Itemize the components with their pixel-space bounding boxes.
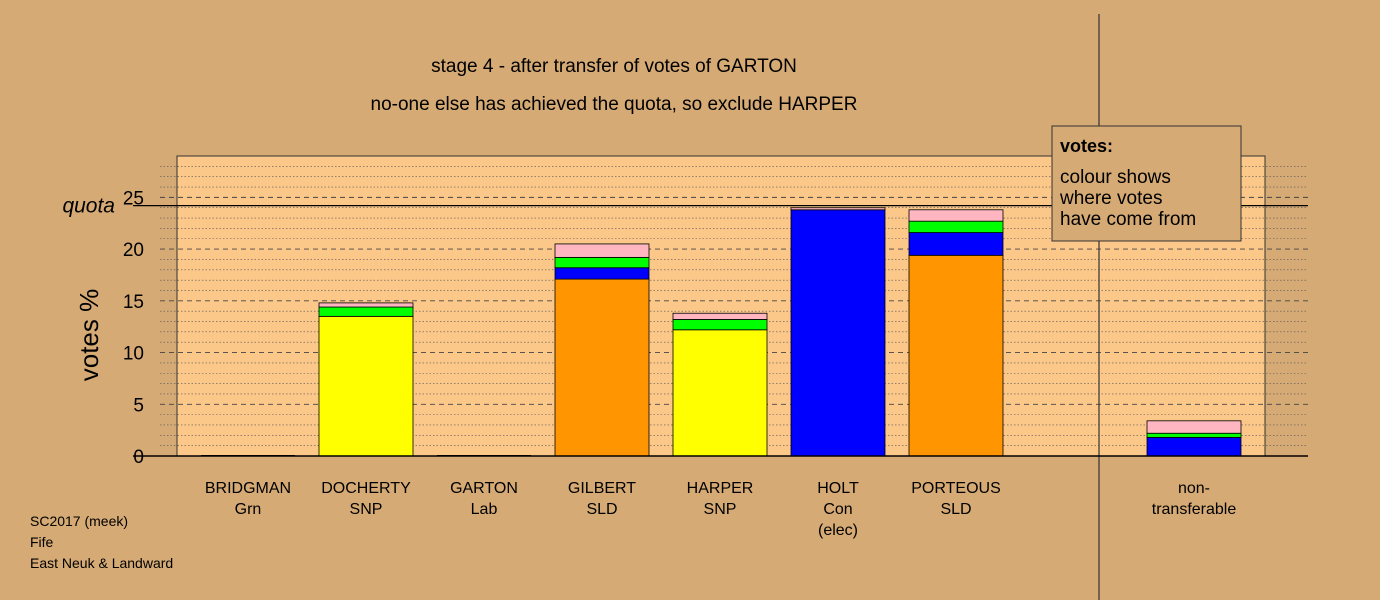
- bar-segment-nontransferable-con: [1146, 436, 1242, 457]
- y-tick-labels: 0 5 10 15 20 25: [123, 188, 144, 468]
- candidate-party: Lab: [471, 501, 498, 518]
- bar-segment-harper-snp: [672, 329, 768, 457]
- legend-line-1: colour shows: [1060, 167, 1171, 188]
- nontransferable-label-line1: non-: [1178, 480, 1210, 497]
- footer-line-1: SC2017 (meek): [30, 513, 128, 529]
- bar-segment-nontransferable-other: [1146, 420, 1242, 434]
- legend: votes: colour shows where votes have com…: [1051, 125, 1242, 242]
- candidate-party: SNP: [704, 501, 737, 518]
- footer-line-2: Fife: [30, 534, 54, 550]
- bar-segment-docherty-snp: [318, 315, 414, 457]
- candidate-name: PORTEOUS: [911, 480, 1001, 497]
- bar-segment-nontransferable-grn: [1146, 432, 1242, 438]
- candidate-name: BRIDGMAN: [205, 480, 291, 497]
- bar-segment-harper-other: [672, 312, 768, 320]
- y-tick-label: 25: [123, 188, 144, 209]
- bar-segment-gilbert-grn: [554, 256, 650, 269]
- legend-title: votes:: [1060, 136, 1113, 156]
- nontransferable-label-line2: transferable: [1152, 501, 1237, 518]
- bar-segment-holt-con: [790, 209, 886, 457]
- y-tick-label: 5: [133, 395, 144, 416]
- bar-segment-porteous-grn: [908, 220, 1004, 233]
- candidate-note: (elec): [818, 522, 858, 539]
- candidate-name: HOLT: [817, 480, 859, 497]
- candidate-party: SNP: [350, 501, 383, 518]
- candidate-party: Con: [823, 501, 852, 518]
- legend-line-2: where votes: [1059, 188, 1162, 209]
- footer-line-3: East Neuk & Landward: [30, 555, 173, 571]
- quota-label: quota: [62, 195, 115, 218]
- bar-segment-docherty-grn: [318, 306, 414, 317]
- bars-group: [201, 207, 1242, 457]
- y-tick-label: 15: [123, 292, 144, 313]
- bar-segment-gilbert-other: [554, 243, 650, 258]
- bar-segment-holt-other: [790, 207, 886, 211]
- bar-segment-porteous-sld: [908, 254, 1004, 457]
- chart-subtitle: no-one else has achieved the quota, so e…: [371, 94, 858, 115]
- candidate-name: HARPER: [687, 480, 754, 497]
- bar-segment-docherty-other: [318, 302, 414, 308]
- bar-segment-gilbert-con: [554, 267, 650, 280]
- candidate-name: GARTON: [450, 480, 518, 497]
- legend-box: [1051, 125, 1242, 242]
- y-tick-label: 0: [133, 447, 144, 468]
- legend-line-3: have come from: [1060, 209, 1196, 230]
- bar-segment-gilbert-sld: [554, 278, 650, 457]
- candidate-name: GILBERT: [568, 480, 636, 497]
- bar-segment-porteous-other: [908, 209, 1004, 222]
- y-tick-label: 10: [123, 344, 144, 365]
- bar-segment-porteous-con: [908, 232, 1004, 256]
- candidate-party: SLD: [586, 501, 617, 518]
- candidate-party: SLD: [940, 501, 971, 518]
- candidate-labels: BRIDGMAN Grn DOCHERTY SNP GARTON Lab GILBERT SL…: [205, 480, 1001, 539]
- y-axis-label: votes %: [74, 289, 104, 382]
- chart-title: stage 4 - after transfer of votes of GAR…: [431, 56, 797, 77]
- candidate-name: DOCHERTY: [321, 480, 411, 497]
- y-tick-label: 20: [123, 240, 144, 261]
- candidate-party: Grn: [235, 501, 262, 518]
- bar-segment-harper-grn: [672, 319, 768, 331]
